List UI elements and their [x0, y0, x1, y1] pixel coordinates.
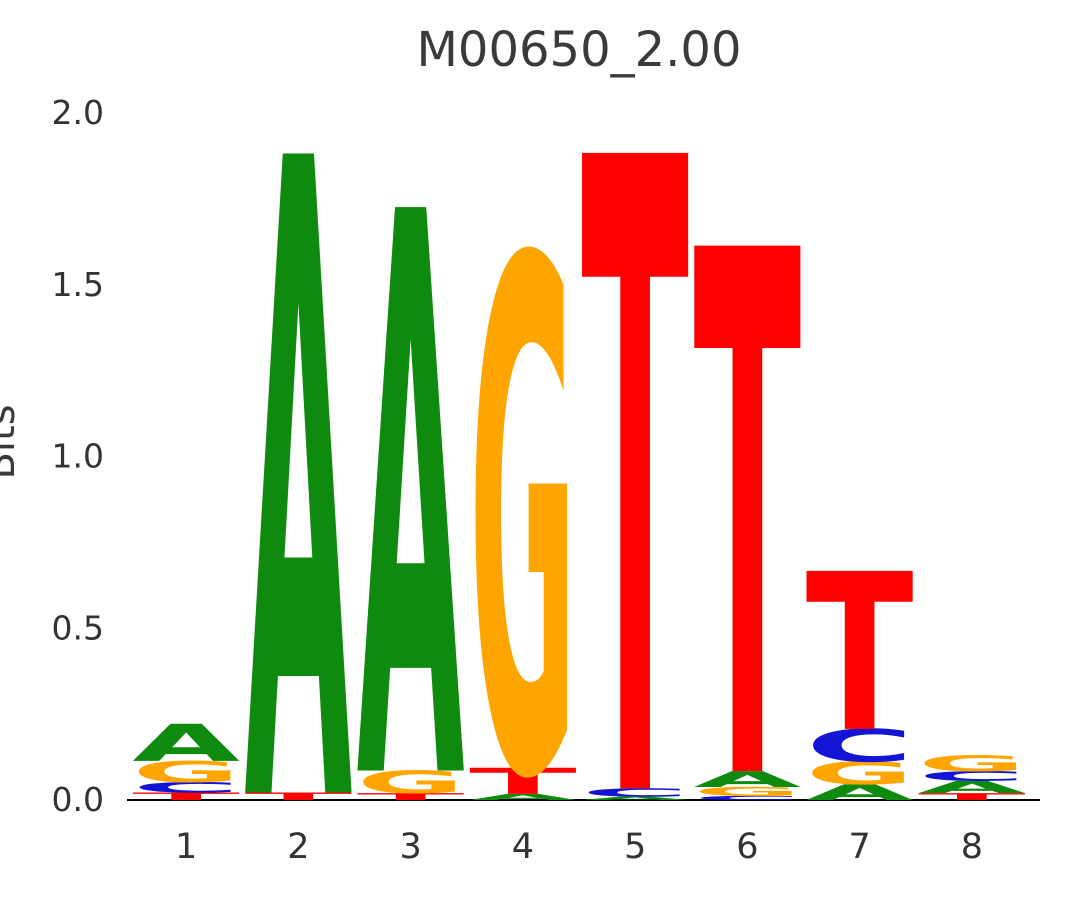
- logo-letter-G-pos8: G: [918, 751, 1026, 776]
- logo-letter-T-pos6: T: [693, 103, 802, 900]
- logo-letter-C-pos6: C: [693, 795, 801, 802]
- x-tick-label-1: 1: [175, 827, 197, 867]
- y-tick-label-1.5: 1.5: [52, 265, 104, 304]
- logo-letter-T-pos3: T: [357, 791, 466, 802]
- chart-title: M00650_2.00: [416, 22, 742, 78]
- logo-letter-G-pos6: G: [693, 785, 801, 799]
- logo-letter-A-pos6: A: [693, 767, 801, 792]
- logo-letter-A-pos4: A: [469, 792, 577, 802]
- y-tick-label-1.0: 1.0: [52, 437, 104, 476]
- logo-letter-A-pos7: A: [806, 780, 914, 805]
- logo-letter-C-pos5: C: [581, 786, 689, 799]
- logo-letter-C-pos1: C: [132, 779, 240, 795]
- x-tick-label-6: 6: [736, 827, 758, 867]
- x-tick-label-8: 8: [961, 827, 983, 867]
- x-tick-label-2: 2: [287, 827, 309, 867]
- x-tick-label-4: 4: [512, 827, 534, 867]
- logo-letter-A-pos1: A: [132, 713, 240, 773]
- logo-letter-T-pos4: T: [469, 760, 577, 802]
- logo-letter-A-pos3: A: [357, 54, 466, 900]
- logo-letter-G-pos3: G: [357, 765, 465, 801]
- logo-letter-T-pos1: T: [132, 790, 241, 802]
- logo-letter-T-pos8: T: [918, 791, 1027, 802]
- logo-letter-G-pos7: G: [806, 756, 914, 792]
- logo-letter-A-pos5: A: [581, 796, 689, 802]
- logo-letter-C-pos8: C: [918, 769, 1026, 784]
- logo-letter-T-pos7: T: [806, 527, 914, 780]
- logo-letter-C-pos7: C: [806, 721, 914, 773]
- y-tick-label-0.5: 0.5: [52, 608, 104, 647]
- logo-letter-T-pos2: T: [244, 790, 353, 802]
- logo-letter-T-pos5: T: [581, 0, 690, 900]
- x-tick-label-5: 5: [624, 827, 646, 867]
- x-tick-label-7: 7: [848, 827, 870, 867]
- logo-letter-G-pos4: G: [469, 118, 577, 900]
- logo-letter-A-pos8: A: [918, 777, 1027, 797]
- logo-letter-G-pos1: G: [132, 756, 240, 790]
- y-tick-label-0.0: 0.0: [52, 780, 104, 819]
- x-tick-label-3: 3: [399, 827, 421, 867]
- logo-letter-A-pos2: A: [244, 0, 353, 900]
- y-tick-label-2.0: 2.0: [52, 93, 104, 132]
